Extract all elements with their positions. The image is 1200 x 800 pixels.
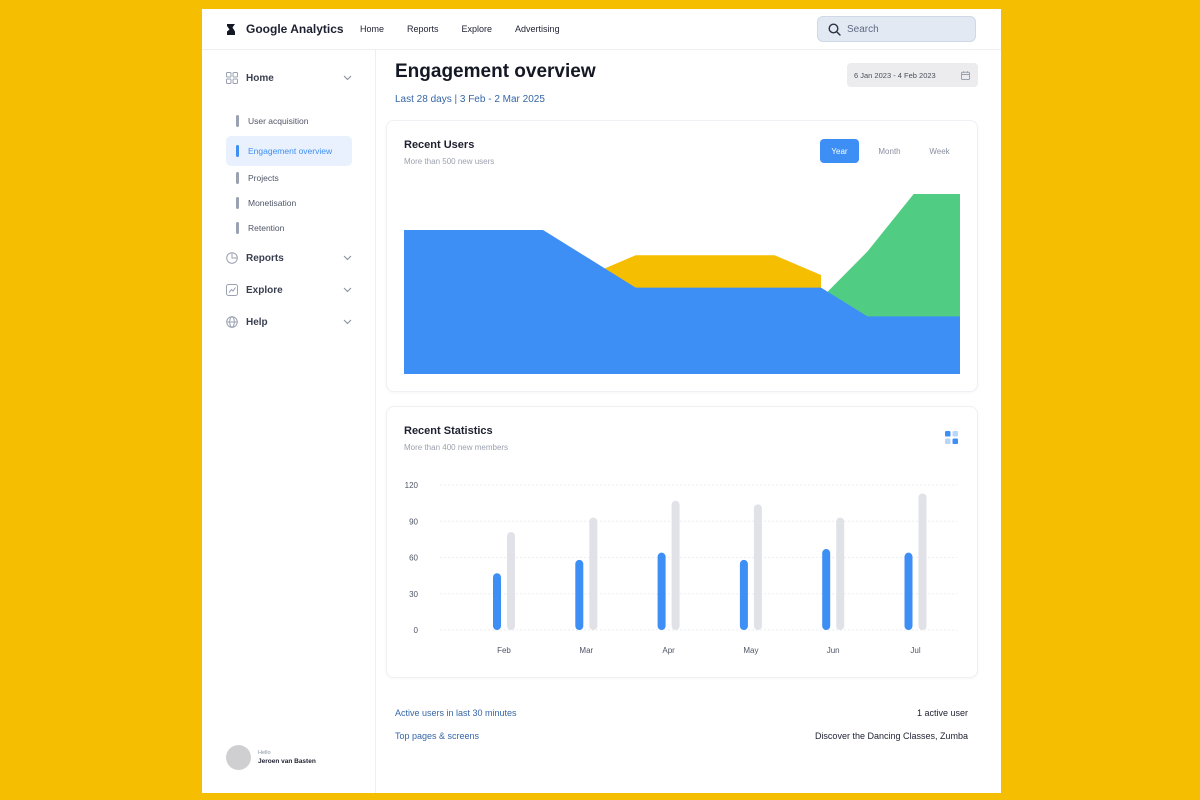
toggle-month[interactable]: Month [878, 146, 901, 156]
x-tick-label: Jul [910, 646, 920, 655]
bar-secondary [753, 504, 762, 630]
y-tick-label: 30 [409, 590, 418, 599]
active-users-link[interactable]: Active users in last 30 minutes [395, 708, 517, 718]
recent-users-area-chart [404, 194, 960, 374]
top-bar: Google Analytics Home Reports Explore Ad… [202, 9, 1001, 50]
card-title: Recent Users [404, 139, 475, 151]
sidebar-item-label: User acquisition [248, 116, 309, 126]
sidebar-item-label: Retention [248, 223, 285, 233]
sidebar-group-label: Help [246, 316, 268, 328]
date-range-picker[interactable]: 6 Jan 2023 - 4 Feb 2023 [847, 63, 978, 87]
chevron-down-icon [343, 287, 352, 293]
dots-grid-icon[interactable] [945, 431, 959, 445]
search-icon [828, 22, 841, 36]
bar-secondary [589, 517, 598, 630]
x-tick-label: Feb [497, 646, 511, 655]
page-title: Engagement overview [395, 61, 596, 82]
globe-icon [226, 316, 238, 328]
x-tick-label: Jun [827, 646, 840, 655]
bar-secondary [918, 493, 927, 630]
nav-advertising[interactable]: Advertising [515, 24, 560, 34]
page-subtitle: Last 28 days | 3 Feb - 2 Mar 2025 [395, 94, 545, 105]
app-window: Google Analytics Home Reports Explore Ad… [202, 9, 1001, 793]
area-series-base [404, 230, 960, 374]
recent-users-card: Recent Users More than 500 new users Yea… [386, 120, 978, 392]
nav-explore[interactable]: Explore [461, 24, 493, 34]
y-tick-label: 120 [405, 481, 419, 490]
bar-secondary [671, 500, 680, 630]
sidebar-group-label: Explore [246, 284, 283, 296]
x-tick-label: Mar [579, 646, 593, 655]
sidebar-item-label: Monetisation [248, 198, 297, 208]
sidebar-group-reports[interactable]: Reports [226, 252, 352, 264]
date-range-label: 6 Jan 2023 - 4 Feb 2023 [854, 70, 936, 80]
sidebar-item-monetisation[interactable]: Monetisation [226, 188, 352, 218]
bar-primary [493, 573, 501, 630]
x-tick-label: May [743, 646, 758, 655]
y-tick-label: 0 [414, 626, 419, 635]
bar-primary [575, 559, 584, 630]
calendar-icon [961, 70, 970, 80]
sidebar-item-user-acquisition[interactable]: User acquisition [226, 106, 352, 136]
bar-primary [657, 552, 666, 630]
period-toggle: Year Month Week [820, 139, 970, 163]
pie-chart-icon [226, 252, 238, 264]
sidebar-item-label: Engagement overview [248, 146, 333, 156]
sidebar-item-projects[interactable]: Projects [226, 163, 352, 193]
item-marker [236, 222, 239, 234]
search-input[interactable] [847, 23, 957, 35]
user-name: Jeroen van Basten [258, 758, 316, 765]
user-greeting: Hello [258, 750, 271, 756]
top-nav: Home Reports Explore Advertising [360, 24, 583, 34]
search-box[interactable] [817, 16, 976, 42]
sidebar-group-explore[interactable]: Explore [226, 284, 352, 296]
recent-statistics-card: Recent Statistics More than 400 new memb… [386, 406, 978, 678]
brand[interactable]: Google Analytics [226, 22, 344, 36]
sidebar-group-label: Reports [246, 252, 284, 264]
top-pages-value: Discover the Dancing Classes, Zumba [814, 731, 968, 741]
chevron-down-icon [343, 255, 352, 261]
explore-chart-icon [226, 284, 238, 296]
bar-secondary [836, 517, 845, 630]
x-tick-label: Apr [662, 646, 675, 655]
logo-icon [227, 23, 235, 35]
sidebar-item-label: Projects [248, 173, 279, 183]
chevron-down-icon [343, 75, 352, 81]
bar-primary [739, 559, 748, 630]
bar-primary [904, 552, 913, 630]
recent-statistics-bar-chart: 0 30 60 90 120 Feb Mar Apr May Jun Jul [405, 481, 957, 655]
top-pages-link[interactable]: Top pages & screens [395, 731, 480, 741]
item-marker [236, 145, 239, 157]
bar-secondary [507, 532, 515, 630]
nav-home[interactable]: Home [360, 24, 385, 34]
avatar [226, 745, 251, 770]
item-marker [236, 197, 239, 209]
sidebar-item-engagement-overview[interactable]: Engagement overview [226, 136, 352, 166]
card-subtitle: More than 400 new members [404, 443, 509, 452]
sidebar-item-retention[interactable]: Retention [226, 213, 352, 243]
y-tick-label: 60 [409, 554, 418, 563]
card-subtitle: More than 500 new users [404, 157, 495, 166]
sidebar-group-help[interactable]: Help [226, 316, 352, 328]
toggle-year[interactable]: Year [820, 139, 859, 163]
user-profile[interactable]: Hello Jeroen van Basten [226, 745, 316, 770]
active-users-value: 1 active user [916, 708, 968, 718]
toggle-week[interactable]: Week [929, 146, 950, 156]
y-tick-label: 90 [409, 517, 418, 526]
sidebar-group-home[interactable]: Home [226, 72, 352, 84]
card-title: Recent Statistics [404, 425, 493, 437]
item-marker [236, 115, 239, 127]
item-marker [236, 172, 239, 184]
grid-icon [226, 72, 238, 84]
chevron-down-icon [343, 319, 352, 325]
app-title: Google Analytics [246, 22, 344, 36]
nav-reports[interactable]: Reports [407, 24, 439, 34]
bar-primary [822, 549, 831, 630]
sidebar: Home User acquisition Engagement overvie… [202, 50, 376, 793]
sidebar-group-label: Home [246, 72, 274, 84]
